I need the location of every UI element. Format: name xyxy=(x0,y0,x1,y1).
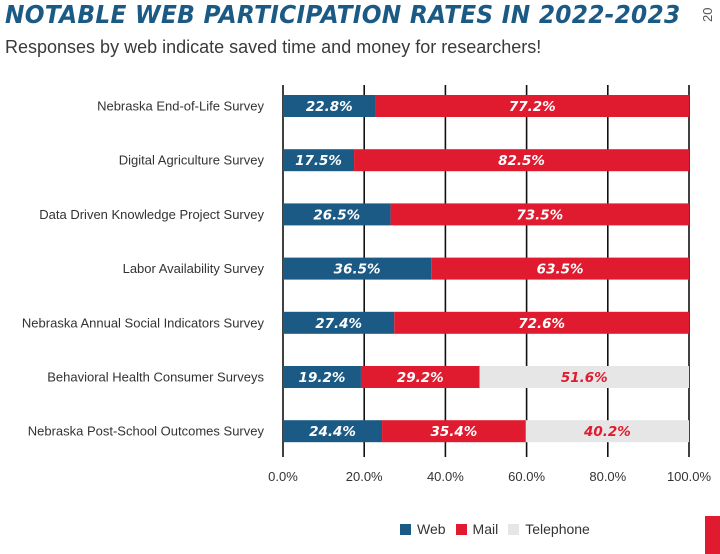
x-tick-label: 100.0% xyxy=(667,469,712,484)
bar-web xyxy=(283,149,355,172)
bar-mail xyxy=(375,95,689,117)
data-label-telephone: 51.6% xyxy=(561,370,608,386)
category-label: Labor Availability Survey xyxy=(123,261,265,276)
chart-title: NOTABLE WEB PARTICIPATION RATES IN 2022-… xyxy=(5,0,681,29)
category-label: Behavioral Health Consumer Surveys xyxy=(47,370,264,385)
bar-telephone xyxy=(479,366,689,388)
bar-telephone xyxy=(525,420,689,443)
legend-label-telephone: Telephone xyxy=(525,521,590,537)
legend-swatch-telephone xyxy=(508,523,520,535)
data-label-mail: 82.5% xyxy=(498,153,545,169)
data-label-telephone: 40.2% xyxy=(583,424,631,440)
x-tick-label: 80.0% xyxy=(589,469,626,484)
category-labels: Nebraska End-of-Life Survey Digital Agric… xyxy=(22,99,265,439)
category-label: Nebraska End-of-Life Survey xyxy=(97,99,264,114)
x-tick-label: 0.0% xyxy=(268,469,298,484)
data-label-mail: 77.2% xyxy=(509,99,556,115)
category-label: Data Driven Knowledge Project Survey xyxy=(39,207,264,222)
bar-mail xyxy=(382,420,526,443)
data-label-web: 36.5% xyxy=(334,262,381,278)
legend-swatch-web xyxy=(400,523,411,535)
legend-item-mail: Mail xyxy=(455,521,499,537)
data-label-web: 17.5% xyxy=(295,153,342,169)
data-label-mail: 63.5% xyxy=(537,262,584,278)
legend-item-telephone: Telephone xyxy=(508,521,590,537)
bar-web xyxy=(283,95,376,117)
data-label-web: 19.2% xyxy=(299,370,346,386)
legend-label-web: Web xyxy=(417,521,446,537)
category-label: Digital Agriculture Survey xyxy=(119,153,265,168)
legend-swatch-mail xyxy=(455,523,467,535)
bar-web xyxy=(283,257,432,280)
x-tick-labels: 0.0% 20.0% 40.0% 60.0% 80.0% 100.0% xyxy=(268,469,711,484)
data-label-mail: 29.2% xyxy=(397,370,444,386)
data-label-web: 22.8% xyxy=(306,99,353,115)
data-label-web: 24.4% xyxy=(309,424,356,440)
legend-item-web: Web xyxy=(400,521,446,537)
bar-mail xyxy=(431,257,689,280)
bar-web xyxy=(283,366,361,388)
legend: Web Mail Telephone xyxy=(400,521,590,537)
data-label-mail: 35.4% xyxy=(431,424,478,440)
data-label-web: 27.4% xyxy=(315,316,362,332)
bar-web xyxy=(283,311,395,334)
category-label: Nebraska Post-School Outcomes Survey xyxy=(28,424,265,439)
bars: 22.8% 77.2% 17.5% 82.5% 26.5% 73.5% 36.5% 63.5%… xyxy=(283,95,689,443)
bar-mail xyxy=(354,149,689,172)
category-label: Nebraska Annual Social Indicators Survey xyxy=(22,315,265,330)
data-label-web: 26.5% xyxy=(313,207,360,223)
bar-mail xyxy=(360,366,480,388)
bar-web xyxy=(283,203,391,226)
x-tick-label: 20.0% xyxy=(346,469,383,484)
chart-subtitle: Responses by web indicate saved time and… xyxy=(5,37,542,57)
x-tick-label: 40.0% xyxy=(427,469,464,484)
data-label-mail: 73.5% xyxy=(516,207,563,223)
bar-mail xyxy=(394,311,689,334)
decorative-corner-block xyxy=(705,516,720,554)
data-label-mail: 72.6% xyxy=(518,316,565,332)
legend-label-mail: Mail xyxy=(472,521,499,537)
x-tick-label: 60.0% xyxy=(508,469,545,484)
bar-mail xyxy=(390,203,689,226)
bar-web xyxy=(283,420,383,443)
